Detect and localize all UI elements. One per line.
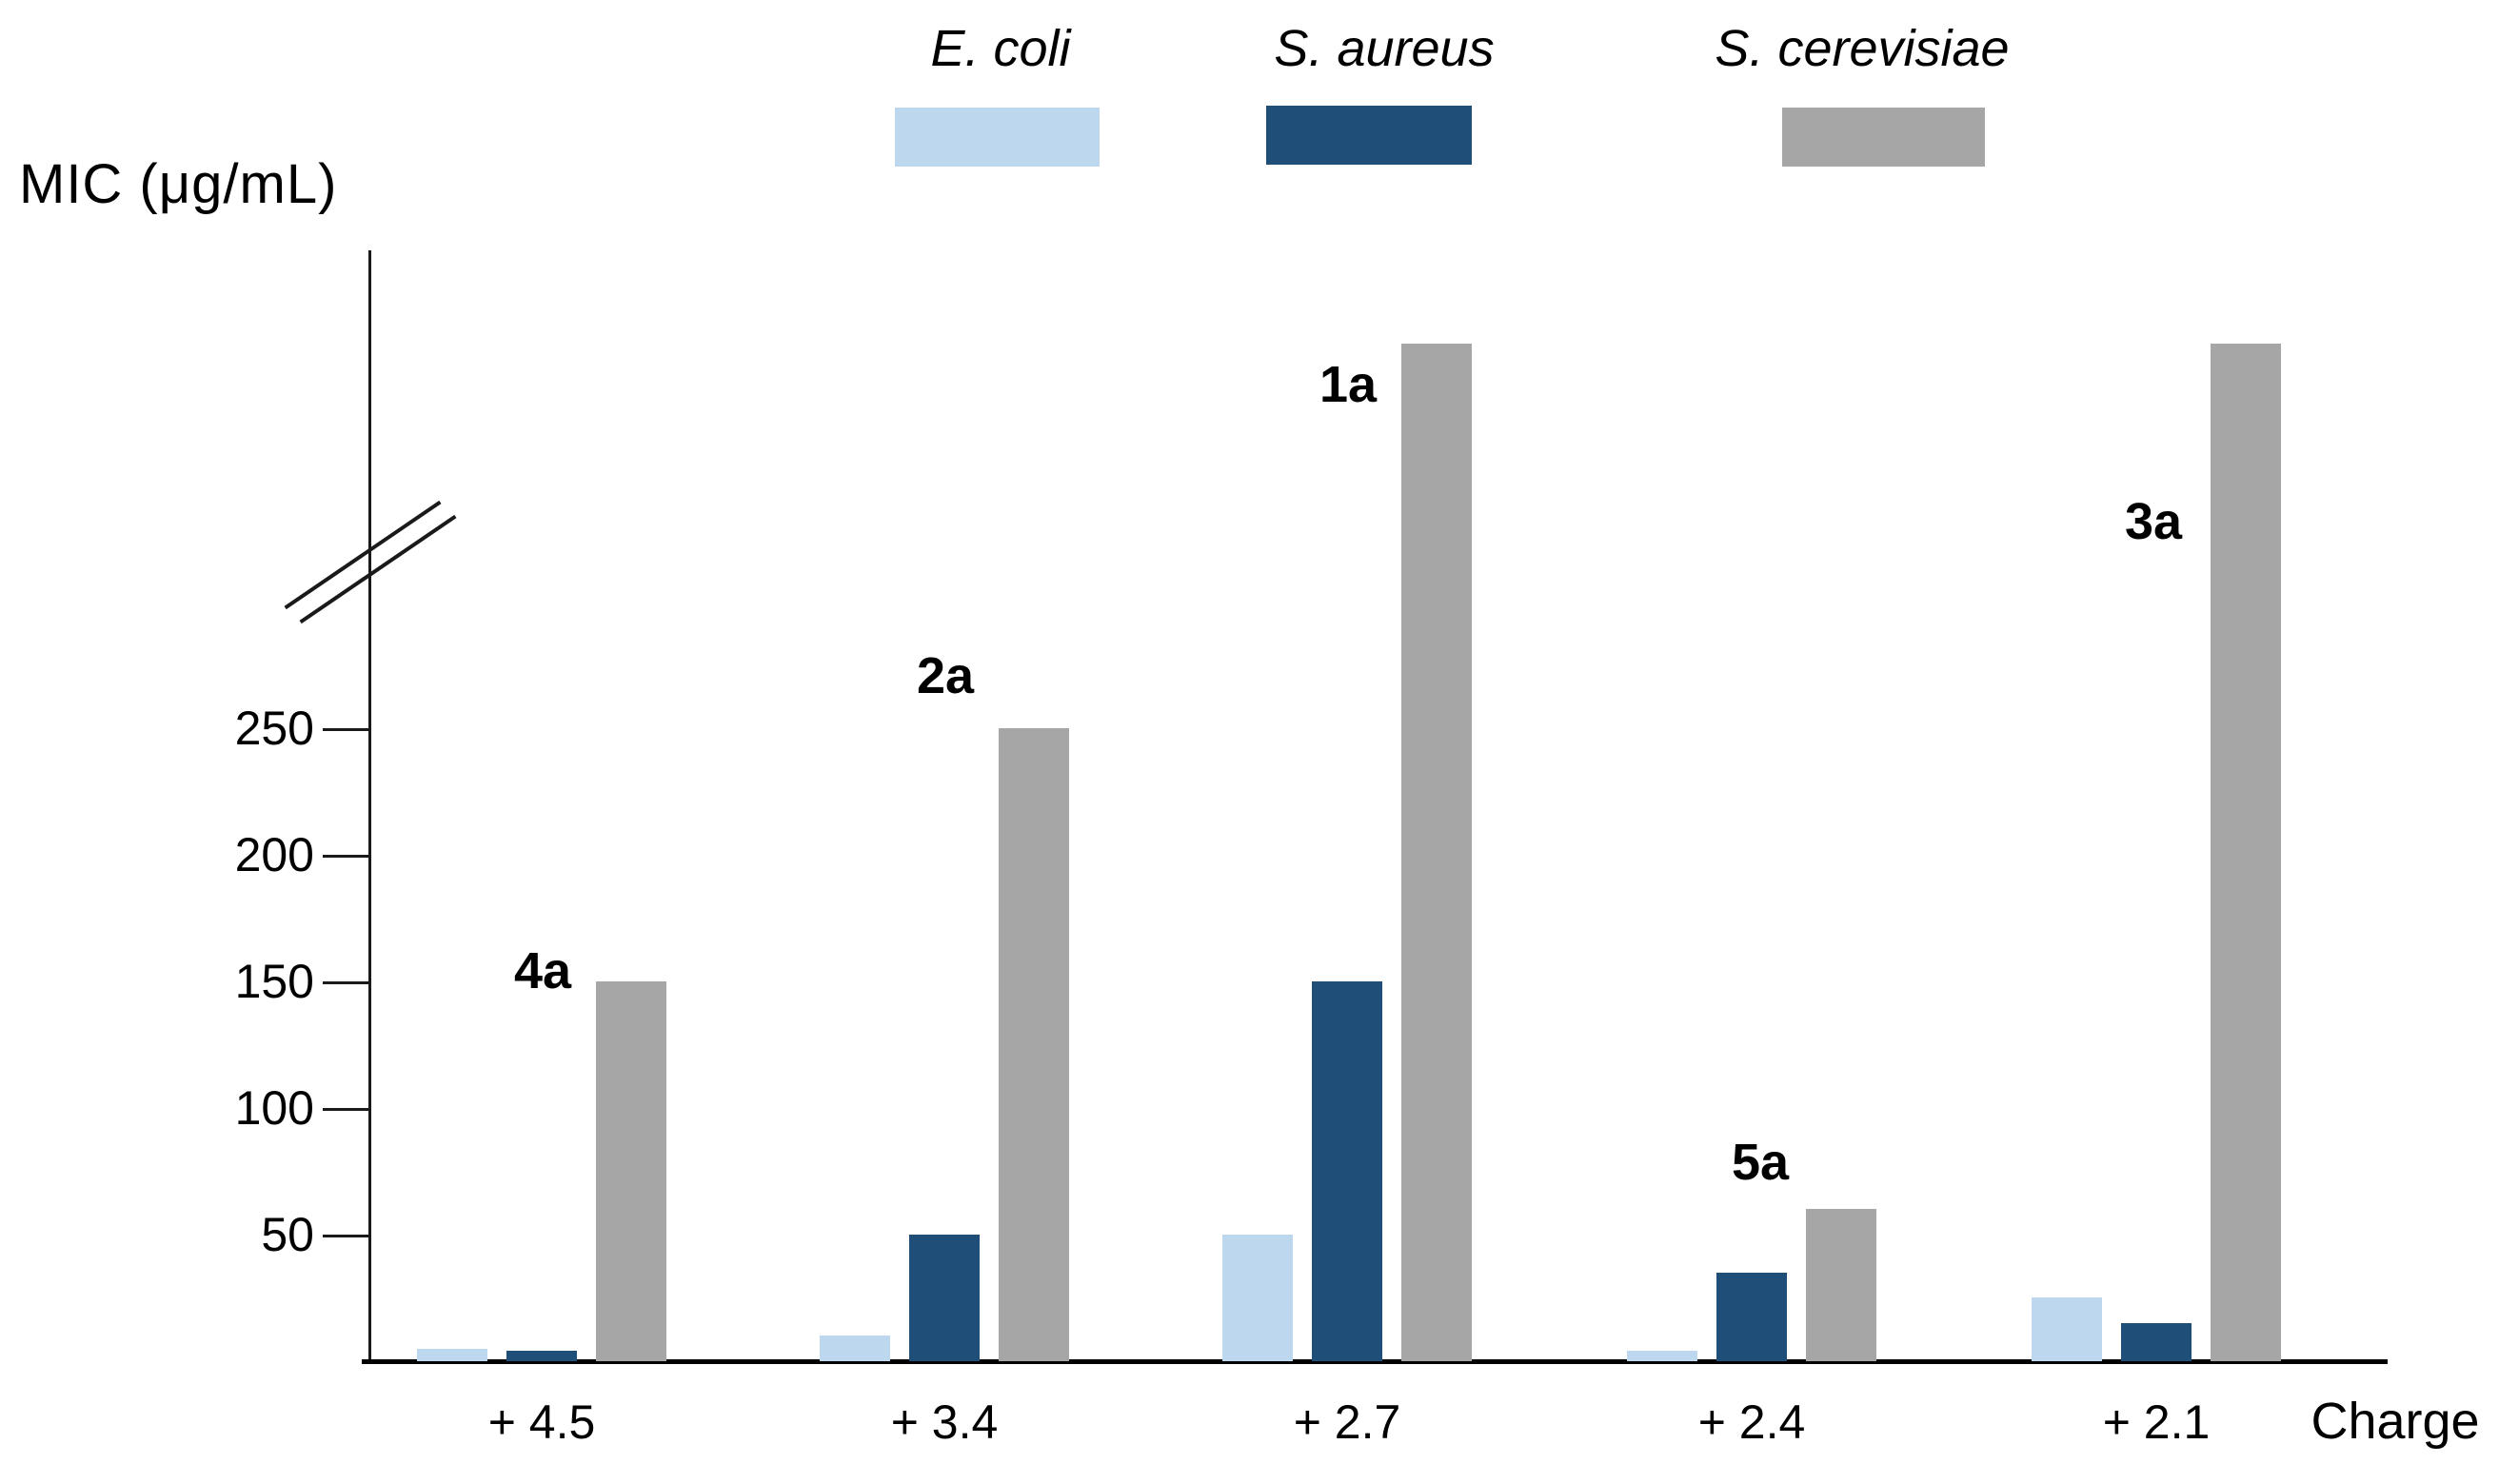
x-label-3: + 2.7: [1293, 1395, 1401, 1449]
annotation-3a: 3a: [2124, 493, 2183, 550]
axis-break-slash-2: [299, 514, 457, 624]
x-label-2: + 3.4: [890, 1395, 999, 1449]
bar-s--aureus-group-1: [506, 1351, 577, 1361]
y-tick-label-250: 250: [234, 702, 314, 755]
annotation-4a: 4a: [513, 942, 572, 999]
legend-label-2: S. cerevisiae: [1715, 20, 2010, 77]
y-axis-line: [368, 250, 371, 1363]
legend-label-0: E. coli: [930, 20, 1071, 77]
bar-s--cerevisiae-group-5: [2211, 344, 2281, 1361]
x-axis-title: Charge: [2311, 1393, 2480, 1450]
x-label-1: + 4.5: [487, 1395, 596, 1449]
bar-s--aureus-group-3: [1312, 981, 1382, 1361]
bar-e--coli-group-1: [417, 1349, 487, 1361]
bar-s--aureus-group-5: [2121, 1323, 2192, 1361]
bar-e--coli-group-3: [1222, 1235, 1293, 1361]
axis-break-slash-1: [284, 500, 442, 610]
legend-swatch-1: [1266, 106, 1472, 165]
bar-s--aureus-group-2: [909, 1235, 980, 1361]
legend-label-1: S. aureus: [1274, 20, 1495, 77]
bar-e--coli-group-2: [820, 1336, 890, 1361]
bar-s--cerevisiae-group-4: [1806, 1209, 1876, 1361]
legend-swatch-2: [1782, 108, 1985, 167]
y-tick-250: [323, 728, 368, 731]
x-label-5: + 2.1: [2102, 1395, 2211, 1449]
y-tick-label-50: 50: [261, 1208, 314, 1261]
bar-e--coli-group-4: [1627, 1351, 1697, 1361]
bar-s--aureus-group-4: [1716, 1273, 1787, 1361]
bar-e--coli-group-5: [2032, 1297, 2102, 1361]
x-axis-line: [362, 1359, 2388, 1364]
y-tick-100: [323, 1108, 368, 1111]
y-tick-200: [323, 855, 368, 858]
bar-s--cerevisiae-group-1: [596, 981, 666, 1361]
y-tick-label-150: 150: [234, 955, 314, 1008]
legend-swatch-0: [895, 108, 1100, 167]
annotation-2a: 2a: [916, 647, 975, 704]
bar-s--cerevisiae-group-3: [1401, 344, 1472, 1361]
y-axis-title: MIC (μg/mL): [19, 153, 338, 215]
y-tick-50: [323, 1235, 368, 1237]
bar-s--cerevisiae-group-2: [999, 728, 1069, 1361]
y-tick-label-100: 100: [234, 1081, 314, 1135]
y-tick-150: [323, 981, 368, 984]
annotation-5a: 5a: [1731, 1134, 1790, 1191]
y-tick-label-200: 200: [234, 828, 314, 881]
x-label-4: + 2.4: [1697, 1395, 1806, 1449]
annotation-1a: 1a: [1319, 356, 1378, 413]
